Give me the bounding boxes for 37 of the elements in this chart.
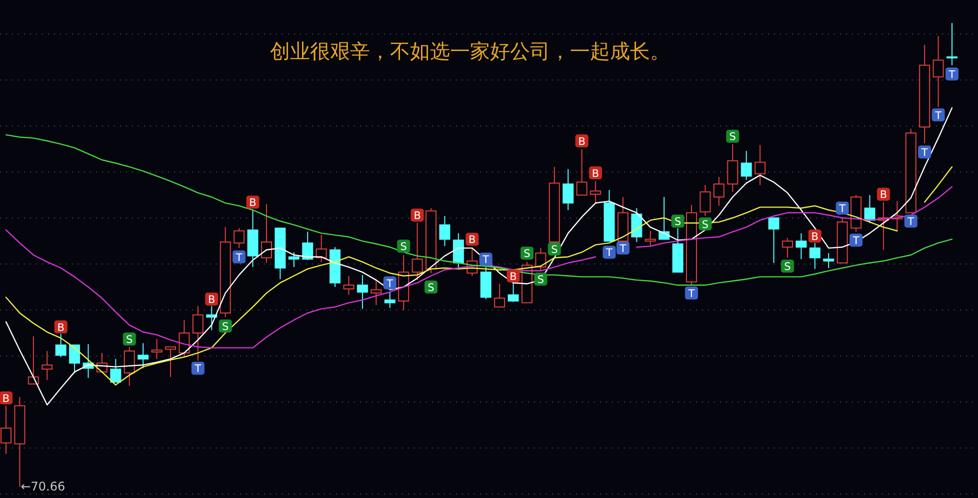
series-name: B: [468, 234, 476, 246]
series-name: T: [921, 147, 928, 159]
series-name: S: [674, 216, 682, 228]
series-name: S: [784, 261, 791, 274]
series-name: T: [236, 252, 242, 264]
series-name: B: [880, 189, 888, 202]
series-name: T: [839, 203, 846, 216]
series-name: S: [400, 241, 407, 254]
series-name: S: [428, 282, 434, 294]
series-name: B: [57, 322, 64, 334]
series-name: B: [811, 230, 818, 243]
series-name: B: [249, 197, 256, 210]
series-name: T: [935, 110, 942, 122]
series-name: B: [578, 136, 586, 148]
series-name: B: [414, 210, 421, 222]
series-name: B: [208, 294, 216, 306]
series-name: S: [222, 321, 229, 333]
series-name: B: [592, 168, 600, 180]
series-name: T: [482, 254, 490, 266]
series-name: S: [551, 244, 558, 256]
series-name: S: [537, 274, 544, 286]
series-name: S: [702, 218, 709, 231]
series-name: T: [688, 288, 695, 300]
series-name: T: [606, 247, 612, 260]
series-name: T: [852, 235, 860, 248]
series-name: B: [510, 270, 517, 283]
series-name: S: [524, 248, 530, 260]
annotation: ←70.66: [20, 479, 66, 494]
series-name: S: [126, 334, 133, 346]
series-name: T: [908, 216, 914, 228]
series-name: T: [386, 278, 394, 290]
series-name: S: [729, 131, 736, 144]
chart-title: 创业很艰辛，不如选一家好公司，一起成长。: [270, 39, 670, 63]
series-name: B: [2, 392, 10, 405]
series-name: T: [620, 243, 626, 256]
series-name: T: [948, 69, 956, 82]
series-name: T: [194, 363, 202, 376]
